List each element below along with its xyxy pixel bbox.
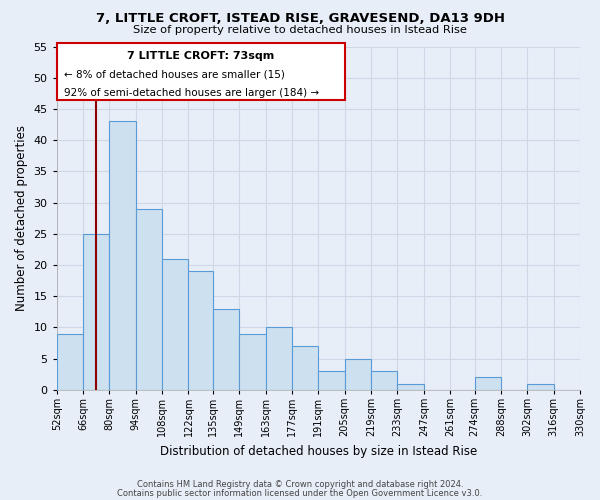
Bar [266, 328, 292, 390]
Bar [188, 271, 213, 390]
FancyBboxPatch shape [57, 44, 345, 100]
Bar [213, 308, 239, 390]
Bar [292, 346, 319, 390]
Text: 7 LITTLE CROFT: 73sqm: 7 LITTLE CROFT: 73sqm [127, 51, 274, 61]
Bar [162, 259, 188, 390]
Bar [136, 209, 162, 390]
Bar [109, 122, 136, 390]
Text: Contains public sector information licensed under the Open Government Licence v3: Contains public sector information licen… [118, 488, 482, 498]
Bar [397, 384, 424, 390]
Bar [475, 378, 501, 390]
Bar [57, 334, 83, 390]
Bar [527, 384, 554, 390]
Y-axis label: Number of detached properties: Number of detached properties [15, 125, 28, 311]
Bar [83, 234, 109, 390]
Bar [319, 371, 345, 390]
Bar [371, 371, 397, 390]
X-axis label: Distribution of detached houses by size in Istead Rise: Distribution of detached houses by size … [160, 444, 477, 458]
Text: ← 8% of detached houses are smaller (15): ← 8% of detached houses are smaller (15) [64, 70, 285, 80]
Text: Contains HM Land Registry data © Crown copyright and database right 2024.: Contains HM Land Registry data © Crown c… [137, 480, 463, 489]
Bar [345, 358, 371, 390]
Text: 7, LITTLE CROFT, ISTEAD RISE, GRAVESEND, DA13 9DH: 7, LITTLE CROFT, ISTEAD RISE, GRAVESEND,… [95, 12, 505, 26]
Bar [239, 334, 266, 390]
Text: Size of property relative to detached houses in Istead Rise: Size of property relative to detached ho… [133, 25, 467, 35]
Text: 92% of semi-detached houses are larger (184) →: 92% of semi-detached houses are larger (… [64, 88, 319, 99]
